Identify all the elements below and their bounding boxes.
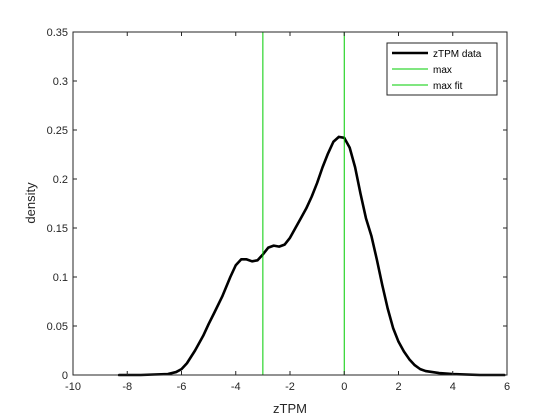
legend: zTPM data max max fit [386, 42, 498, 96]
y-tick-label: 0.15 [47, 223, 68, 235]
y-tick-label: 0.3 [53, 76, 68, 88]
y-tick-label: 0.25 [47, 125, 68, 137]
y-tick-label: 0.2 [53, 174, 68, 186]
legend-label-max-fit: max fit [433, 81, 463, 92]
x-tick-label: 0 [341, 381, 347, 393]
legend-label-max: max [433, 65, 452, 76]
x-tick-label: 4 [450, 381, 456, 393]
x-tick-label: 2 [395, 381, 401, 393]
series-line-ztpm-data [117, 135, 506, 377]
y-tick-label: 0.05 [47, 321, 68, 333]
x-tick-label: 6 [504, 381, 510, 393]
x-tick-label: -2 [285, 381, 295, 393]
y-tick-label: 0 [62, 370, 68, 382]
y-axis-title: density [23, 182, 38, 224]
x-tick-label: -4 [231, 381, 241, 393]
y-tick-label: 0.1 [53, 272, 68, 284]
x-axis-title: zTPM [273, 401, 307, 416]
legend-label-ztpm-data: zTPM data [433, 49, 482, 60]
y-tick-label: 0.35 [47, 27, 68, 39]
x-tick-label: -8 [122, 381, 132, 393]
x-tick-label: -10 [65, 381, 81, 393]
x-tick-label: -6 [177, 381, 187, 393]
